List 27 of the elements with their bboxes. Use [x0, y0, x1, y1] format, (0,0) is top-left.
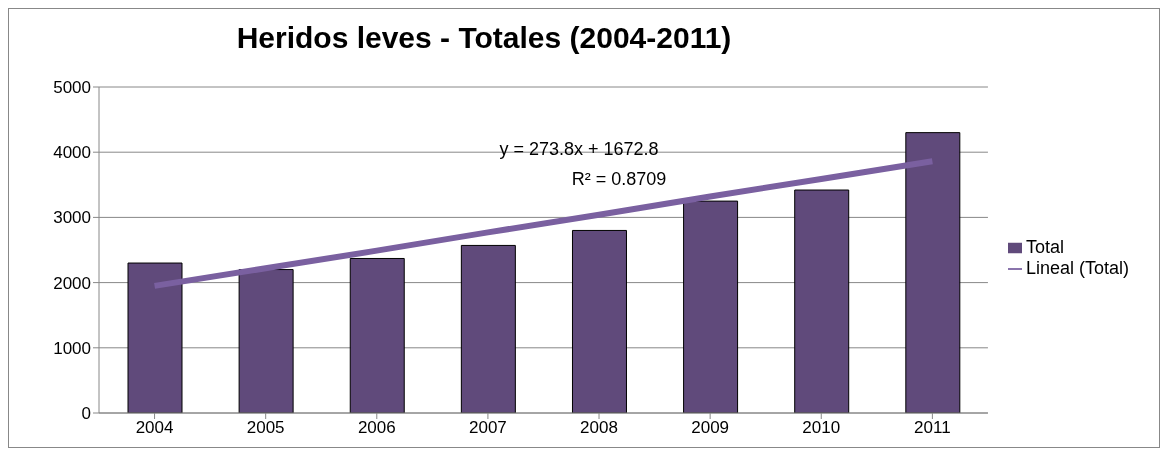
- x-tick-label: 2011: [914, 418, 951, 438]
- y-tick-label: 3000: [53, 208, 91, 228]
- x-tick-label: 2007: [469, 418, 507, 438]
- x-tick-label: 2010: [802, 418, 841, 438]
- bar: [571, 229, 627, 413]
- chart-title: Heridos leves - Totales (2004-2011): [235, 21, 733, 55]
- bar: [905, 132, 961, 413]
- y-tick-label: 4000: [53, 143, 91, 163]
- bar: [238, 269, 294, 413]
- bar: [460, 244, 516, 413]
- y-tick-label: 2000: [53, 273, 91, 293]
- annotation: y = 273.8x + 1672.8: [498, 139, 660, 160]
- legend-label: Lineal (Total): [1025, 258, 1129, 278]
- x-tick-label: 2006: [357, 418, 396, 438]
- y-tick-label: 1000: [53, 338, 91, 358]
- annotation: R² = 0.8709: [570, 169, 668, 190]
- y-tick-label: 0: [81, 404, 91, 424]
- x-tick-label: 2004: [135, 418, 174, 438]
- x-tick-label: 2008: [580, 418, 618, 438]
- x-tick-label: 2009: [691, 418, 730, 438]
- y-tick-label: 5000: [53, 78, 91, 98]
- bar: [349, 257, 405, 413]
- legend-label: Total: [1025, 237, 1064, 257]
- bar: [794, 189, 850, 413]
- x-tick-label: 2005: [246, 418, 285, 438]
- bar: [127, 262, 183, 413]
- bar: [683, 200, 739, 413]
